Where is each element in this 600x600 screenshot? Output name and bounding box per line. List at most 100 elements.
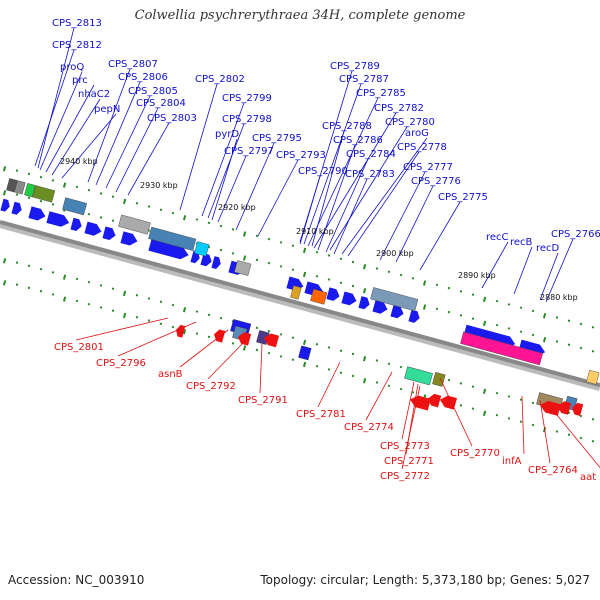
gene-label: CPS_2812 bbox=[52, 40, 102, 51]
guide-dot bbox=[495, 413, 499, 417]
guide-dot bbox=[135, 316, 139, 319]
accession-text: Accession: NC_003910 bbox=[8, 573, 145, 587]
leader-line bbox=[419, 201, 461, 271]
guide-dot bbox=[302, 361, 307, 368]
feature-block bbox=[370, 287, 419, 312]
leader-line bbox=[317, 361, 341, 408]
leader-line bbox=[39, 71, 83, 171]
leader-line bbox=[325, 158, 369, 253]
guide-dot bbox=[195, 218, 199, 221]
guide-dot bbox=[591, 350, 595, 353]
guide-dot bbox=[291, 358, 295, 361]
guide-dot bbox=[327, 254, 331, 257]
leader-line bbox=[333, 178, 368, 255]
guide-dot bbox=[27, 264, 31, 268]
guide-dot bbox=[495, 391, 499, 395]
forward-gene-arrow bbox=[200, 253, 212, 267]
gene-label: CPS_2803 bbox=[147, 113, 197, 124]
topology-summary: Topology: circular; Length: 5,373,180 bp… bbox=[260, 573, 590, 587]
guide-dot bbox=[207, 335, 211, 339]
guide-dot bbox=[471, 317, 475, 320]
scale-tick-label: 2930 kbp bbox=[140, 181, 178, 190]
guide-dot bbox=[327, 278, 331, 281]
scale-tick-label: 2890 kbp bbox=[458, 271, 496, 280]
gene-label: CPS_2783 bbox=[345, 169, 395, 180]
guide-dot bbox=[99, 284, 103, 287]
guide-dot bbox=[51, 293, 55, 296]
leader-line bbox=[217, 155, 247, 223]
gene-label: recD bbox=[536, 243, 560, 254]
backbone-line bbox=[0, 220, 600, 388]
guide-dot bbox=[422, 304, 427, 310]
guide-dot bbox=[302, 247, 307, 254]
guide-dot bbox=[207, 313, 211, 317]
guide-dot bbox=[471, 293, 475, 296]
leader-line bbox=[539, 252, 559, 301]
gene-label: CPS_2804 bbox=[136, 98, 186, 109]
guide-dot bbox=[362, 356, 367, 362]
guide-dot bbox=[519, 330, 523, 333]
guide-dot bbox=[255, 234, 259, 238]
guide-dot bbox=[279, 265, 283, 268]
leader-line bbox=[401, 385, 421, 470]
guide-dot bbox=[255, 348, 259, 352]
guide-dot bbox=[27, 172, 31, 176]
guide-dot bbox=[207, 221, 211, 225]
scale-tick-label: 2900 kbp bbox=[376, 249, 414, 258]
leader-line bbox=[299, 175, 321, 245]
leader-line bbox=[211, 138, 238, 221]
gene-label: CPS_2772 bbox=[380, 471, 430, 482]
gene-label: recB bbox=[510, 237, 533, 248]
gene-label: CPS_2778 bbox=[397, 142, 447, 153]
leader-line bbox=[365, 371, 393, 421]
gene-label: CPS_2799 bbox=[222, 93, 272, 104]
forward-gene-arrow bbox=[84, 221, 102, 236]
guide-dot bbox=[39, 289, 43, 293]
feature-block bbox=[234, 260, 252, 276]
gene-label: CPS_2806 bbox=[118, 72, 168, 83]
gene-label: CPS_2773 bbox=[380, 441, 430, 452]
gene-label: CPS_2770 bbox=[450, 448, 500, 459]
leader-line bbox=[341, 137, 428, 255]
guide-dot bbox=[315, 342, 319, 346]
guide-dot bbox=[327, 368, 331, 371]
gene-label: pyrD bbox=[215, 129, 239, 140]
label-leader-lines bbox=[34, 27, 600, 470]
guide-dot bbox=[159, 300, 163, 304]
guide-dot bbox=[495, 323, 499, 327]
reverse-gene-arrow bbox=[176, 324, 186, 338]
guide-dot bbox=[351, 284, 355, 288]
feature-block bbox=[586, 369, 600, 385]
leader-line bbox=[303, 83, 362, 245]
gene-label: CPS_2781 bbox=[296, 409, 346, 420]
leader-line bbox=[75, 317, 169, 341]
guide-dot bbox=[111, 287, 115, 290]
leader-line bbox=[259, 343, 263, 394]
guide-dot bbox=[99, 192, 103, 195]
guide-dot bbox=[2, 166, 7, 172]
gene-label: prc bbox=[72, 75, 88, 86]
leader-line bbox=[313, 112, 397, 249]
guide-dot bbox=[339, 257, 343, 260]
guide-dot bbox=[351, 260, 355, 264]
guide-dot bbox=[531, 309, 535, 313]
guide-dot bbox=[555, 430, 559, 433]
guide-dot bbox=[62, 296, 67, 302]
gene-label: recC bbox=[486, 232, 509, 243]
guide-dot bbox=[75, 299, 79, 303]
reverse-gene-arrow bbox=[238, 332, 252, 346]
leader-line bbox=[37, 27, 75, 169]
guide-dot bbox=[267, 261, 271, 265]
guide-dot bbox=[27, 286, 31, 290]
guide-dot bbox=[339, 349, 343, 352]
gene-label: CPS_2766 bbox=[551, 229, 600, 240]
guide-dot bbox=[182, 215, 187, 221]
guide-dot bbox=[267, 329, 271, 333]
guide-dot bbox=[122, 290, 127, 297]
forward-gene-arrow bbox=[372, 299, 388, 314]
guide-dot bbox=[507, 303, 511, 306]
guide-dot bbox=[2, 258, 7, 264]
leader-line bbox=[95, 81, 141, 186]
guide-dot bbox=[147, 205, 151, 208]
guide-dot bbox=[387, 384, 391, 388]
